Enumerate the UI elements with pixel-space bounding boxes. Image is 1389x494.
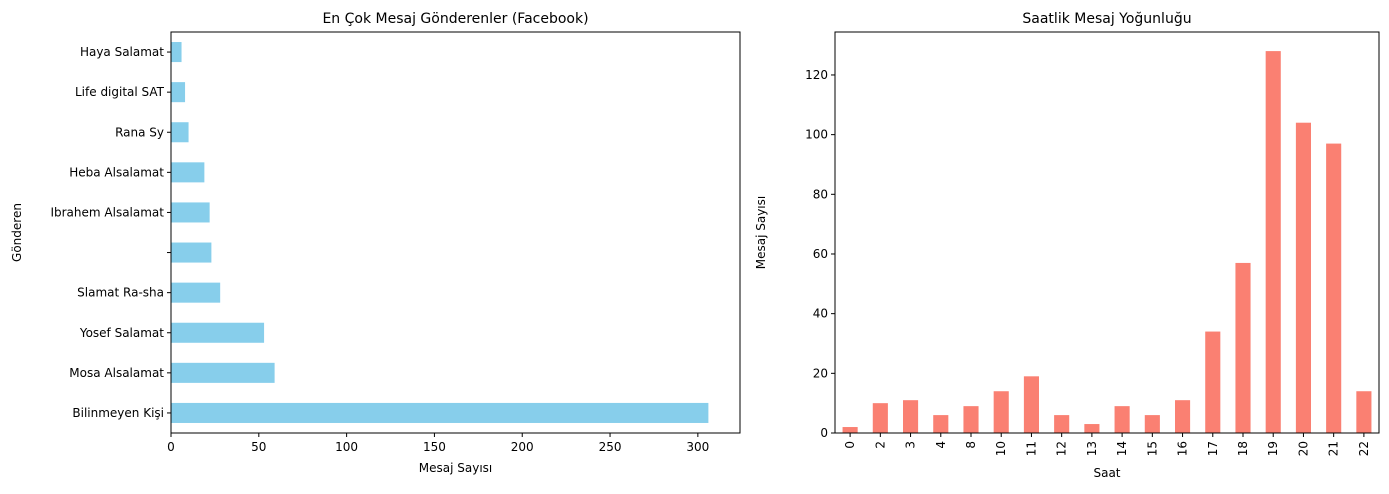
x-tick-label: 2: [873, 441, 887, 449]
bar: [171, 82, 186, 103]
x-tick-label: 21: [1327, 441, 1341, 456]
tick-group: 0 2 3 4 8 10 11 12 13 14 15 16 17 18 19 20 21 22 0 20 40 60 80…: [805, 68, 1371, 456]
bar: [1235, 262, 1251, 433]
x-tick-label: 50: [251, 440, 266, 454]
y-tick-label: 80: [813, 187, 828, 201]
bar: [171, 322, 265, 343]
bar: [171, 122, 189, 143]
y-tick-label: Bilinmeyen Kişi: [72, 406, 164, 420]
bar: [1023, 376, 1039, 433]
x-tick-label: 300: [686, 440, 709, 454]
bar: [933, 415, 949, 433]
x-tick-label: 19: [1266, 441, 1280, 456]
bar: [1356, 391, 1372, 433]
y-tick-label: 100: [805, 128, 828, 142]
bar: [171, 162, 205, 183]
x-tick-label: 0: [167, 440, 175, 454]
x-tick-label: 8: [964, 441, 978, 449]
x-tick-label: 14: [1115, 441, 1129, 456]
tick-group: Bilinmeyen Kişi Mosa Alsalamat Yosef Salam…: [50, 45, 709, 454]
y-tick-label: 40: [813, 307, 828, 321]
bar: [171, 282, 221, 303]
x-tick-label: 15: [1145, 441, 1159, 456]
y-tick-label: Slamat Ra-sha: [77, 286, 164, 300]
chart-title: En Çok Mesaj Gönderenler (Facebook): [322, 11, 588, 27]
x-tick-label: 22: [1357, 441, 1371, 456]
x-tick-label: 16: [1176, 441, 1190, 456]
bar: [1144, 415, 1160, 433]
y-tick-label: Haya Salamat: [80, 45, 164, 59]
bar: [171, 242, 212, 263]
x-axis-label: Saat: [1093, 466, 1120, 480]
bar: [171, 362, 275, 383]
chart-top-senders: En Çok Mesaj Gönderenler (Facebook) Bili…: [10, 11, 741, 475]
y-tick-label: 0: [820, 426, 828, 440]
y-tick-label: Yosef Salamat: [79, 326, 164, 340]
x-tick-label: 18: [1236, 441, 1250, 456]
y-tick-label: 120: [805, 68, 828, 82]
y-axis-label: Mesaj Sayısı: [754, 196, 768, 269]
x-tick-label: 10: [994, 441, 1008, 456]
x-tick-label: 250: [599, 440, 622, 454]
bar: [993, 391, 1009, 433]
bar: [171, 402, 709, 423]
x-tick-label: 3: [904, 441, 918, 449]
bar: [1054, 415, 1070, 433]
bar-group: [842, 51, 1372, 433]
y-tick-label: Rana Sy: [115, 125, 164, 139]
bar: [1114, 406, 1130, 433]
bar: [963, 406, 979, 433]
bar: [1295, 122, 1311, 433]
x-tick-label: 100: [335, 440, 358, 454]
x-tick-label: 200: [511, 440, 534, 454]
y-tick-label: Heba Alsalamat: [69, 165, 164, 179]
bar: [1175, 400, 1191, 433]
bar: [903, 400, 919, 433]
y-tick-label: Mosa Alsalamat: [69, 366, 164, 380]
x-tick-label: 17: [1206, 441, 1220, 456]
bar: [171, 202, 210, 223]
x-tick-label: 13: [1085, 441, 1099, 456]
bar: [1326, 143, 1342, 433]
bar: [872, 403, 888, 433]
x-tick-label: 11: [1024, 441, 1038, 456]
y-tick-label: Ibrahem Alsalamat: [50, 205, 164, 219]
x-tick-label: 150: [423, 440, 446, 454]
bar-group: [171, 42, 709, 423]
bar: [1084, 424, 1100, 433]
bar: [1265, 51, 1281, 433]
y-tick-label: 20: [813, 366, 828, 380]
chart-hourly-density: Saatlik Mesaj Yoğunluğu 0 2 3 4 8 10 11 12 13 14 1…: [754, 11, 1380, 480]
plot-frame: [170, 31, 741, 434]
chart-title: Saatlik Mesaj Yoğunluğu: [1022, 11, 1191, 27]
bar: [171, 42, 182, 63]
plot-frame: [834, 31, 1380, 434]
x-tick-label: 20: [1296, 441, 1310, 456]
y-tick-label: Life digital SAT: [75, 85, 165, 99]
x-tick-label: 12: [1055, 441, 1069, 456]
x-tick-label: 0: [843, 441, 857, 449]
y-axis-label: Gönderen: [10, 203, 24, 262]
y-tick-label: 60: [813, 247, 828, 261]
x-tick-label: 4: [934, 441, 948, 449]
bar: [842, 427, 858, 433]
x-axis-label: Mesaj Sayısı: [419, 461, 492, 475]
bar: [1205, 331, 1221, 433]
